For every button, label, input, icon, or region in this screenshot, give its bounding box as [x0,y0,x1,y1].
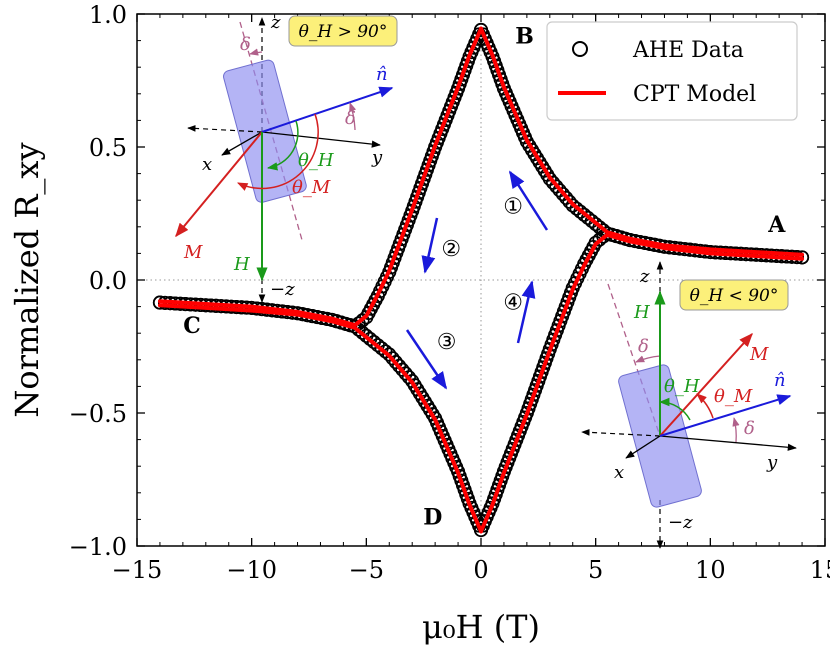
sweep-arrows [405,170,549,390]
inset-left-condition-text: θ_H > 90° [299,22,388,42]
inset-left-thetaH-label: θ_H [298,150,334,171]
point-label-a: A [767,212,786,238]
axis-ticks: −15 −10 −5 0 5 10 15 −1.0 −0.5 0.0 0.5 1.0 [69,1,830,584]
inset-left-thetaH-arc [266,120,299,171]
legend: AHE Data CPT Model [546,21,798,121]
x-tick-label: −5 [349,556,384,584]
inset-left-M-label: M [183,242,203,263]
inset-left-condition-badge [288,15,398,47]
inset-left-n-vector [261,86,394,133]
cpt-model-line [479,232,805,534]
inset-right-x-label: x [614,462,624,483]
inset-left-M-vector [175,131,263,238]
x-tick-label: 10 [695,556,726,584]
inset-right-delta-label-2: δ [744,418,755,439]
inset-right-y-axis [659,435,797,451]
inset-right-n-label: n̂ [774,370,786,391]
inset-left-z-label: z [270,12,281,33]
y-tick-label: −0.5 [69,400,127,428]
sweep-arrow-3 [405,329,448,390]
inset-left-thetaM-arc [237,113,319,191]
legend-label-cpt: CPT Model [633,82,756,107]
y-tick-label: 1.0 [89,1,127,29]
inset-left-y-axis [261,131,381,148]
legend-marker-ahe [572,41,588,57]
x-tick-label: 5 [588,556,603,584]
data-layer [152,22,810,538]
x-tick-label: −15 [112,556,163,584]
point-label-c: C [183,313,201,339]
inset-left-n-label: n̂ [376,64,388,85]
step-label-2: ② [441,237,461,262]
inset-left-delta-arc-2 [349,102,357,131]
inset-right-condition-badge [679,279,789,311]
inset-left: z −z δ x y n̂ δ M H θ_H θ_M θ_H > 90° [175,12,398,303]
inset-right-delta-arc-2 [732,417,740,443]
inset-right-delta-label: δ [638,336,649,357]
inset-right-H-label: H [633,302,650,323]
legend-label-ahe: AHE Data [632,38,744,63]
inset-right-x-axis [625,435,661,459]
legend-box [546,21,798,121]
inset-right-condition-text: θ_H < 90° [690,286,779,306]
inset-left-negy-axis [187,125,263,133]
inset-right-negz-label: −z [668,512,693,533]
annotation-labels: A B C D ① ② ③ ④ [183,23,786,530]
point-label-b: B [515,23,534,49]
zero-gridlines [137,14,825,546]
y-tick-label: 0.0 [89,267,127,295]
inset-left-x-label: x [202,154,212,175]
inset-right-negy-axis [581,429,661,437]
inset-left-thetaM-label: θ_M [292,177,331,198]
inset-left-y-label: y [371,147,383,168]
inset-left-negz-label: −z [270,279,295,300]
inset-right-thetaH-label: θ_H [664,376,700,397]
inset-left-delta-label: δ [240,34,251,55]
y-axis-label: Normalized R_xy [8,142,46,417]
x-tick-label: −10 [226,556,277,584]
inset-right-thetaM-arc [696,393,714,419]
inset-right: z −z δ x y H M n̂ θ_H θ_M δ θ_H < 90° [581,261,797,549]
inset-right-M-label: M [749,344,769,365]
x-tick-label: 0 [473,556,488,584]
x-axis-label: μ₀H (T) [422,608,540,646]
y-tick-label: −1.0 [69,533,127,561]
inset-right-thetaM-label: θ_M [714,386,753,407]
inset-right-y-label: y [766,452,778,473]
inset-left-H-label: H [233,254,250,275]
y-tick-label: 0.5 [89,134,127,162]
step-label-1: ① [503,195,523,220]
sweep-arrow-2 [421,217,439,274]
sweep-arrow-1 [508,170,549,231]
inset-left-x-axis [221,131,263,156]
cpt-model-line [479,26,805,257]
inset-right-thetaH-arc [658,397,691,421]
point-label-d: D [423,505,442,531]
inset-left-delta-label-2: δ [345,108,356,129]
x-tick-label: 15 [810,556,830,584]
step-label-3: ③ [437,330,457,355]
inset-right-n-vector [659,394,792,437]
cpt-model-line [157,26,483,328]
inset-right-z-label: z [639,266,650,287]
inset-left-delta-arc [249,48,263,56]
inset-right-M-vector [659,332,753,437]
sweep-arrow-4 [516,280,536,344]
cpt-model-line [157,303,483,534]
step-label-4: ④ [503,290,523,315]
